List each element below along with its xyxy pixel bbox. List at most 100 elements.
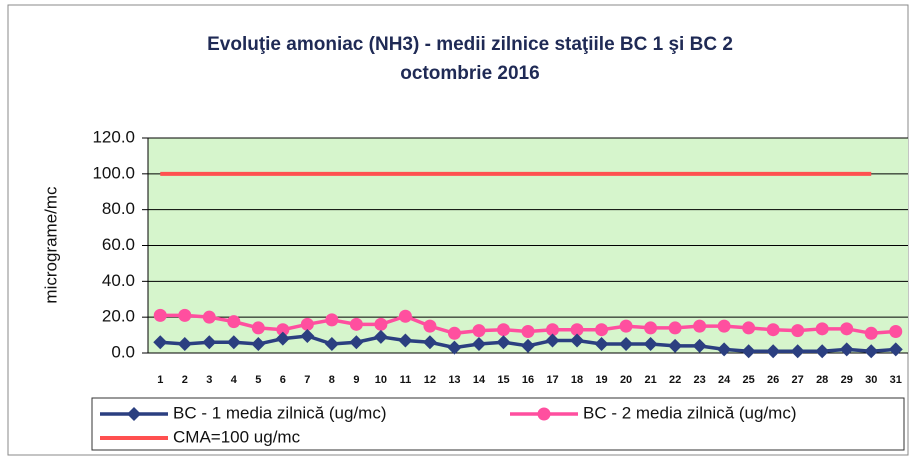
- x-tick-label: 16: [522, 374, 534, 386]
- data-point: [177, 337, 192, 352]
- data-point: [349, 317, 363, 331]
- data-point: [791, 324, 805, 338]
- data-point: [864, 344, 879, 359]
- y-tick-label: 0.0: [111, 342, 135, 361]
- x-tick-label: 4: [231, 374, 238, 386]
- data-point: [692, 338, 707, 353]
- data-point: [790, 344, 805, 359]
- y-tick-label: 20.0: [102, 307, 135, 326]
- legend-label: BC - 1 media zilnică (ug/mc): [173, 403, 387, 422]
- x-tick-label: 13: [448, 374, 460, 386]
- data-point: [178, 308, 192, 322]
- data-point: [227, 315, 241, 329]
- data-point: [717, 342, 732, 357]
- data-point: [300, 317, 314, 331]
- data-point: [595, 323, 609, 337]
- data-point: [864, 326, 878, 340]
- x-tick-label: 21: [644, 374, 656, 386]
- x-tick-label: 28: [816, 374, 828, 386]
- data-point: [447, 340, 462, 355]
- data-point: [521, 338, 535, 353]
- chart-subtitle: octombrie 2016: [400, 63, 539, 84]
- x-tick-label: 11: [400, 374, 412, 386]
- x-tick-label: 27: [792, 374, 804, 386]
- data-point: [668, 321, 682, 335]
- data-point: [251, 321, 265, 335]
- x-tick-label: 22: [669, 374, 681, 386]
- data-point: [766, 323, 780, 337]
- x-tick-label: 31: [890, 374, 902, 386]
- x-tick-label: 10: [375, 374, 387, 386]
- data-point: [423, 319, 437, 333]
- data-point: [349, 335, 364, 350]
- data-point: [619, 337, 634, 352]
- x-tick-label: 25: [743, 374, 755, 386]
- x-tick-label: 12: [424, 374, 436, 386]
- x-tick-label: 26: [767, 374, 779, 386]
- data-point: [668, 338, 683, 353]
- x-tick-label: 1: [157, 374, 163, 386]
- x-tick-label: 23: [693, 374, 705, 386]
- x-tick-label: 7: [304, 374, 310, 386]
- x-tick-label: 15: [497, 374, 509, 386]
- x-tick-label: 30: [865, 374, 877, 386]
- data-point: [398, 309, 412, 323]
- data-point: [643, 337, 658, 352]
- x-tick-label: 5: [255, 374, 261, 386]
- data-point: [594, 337, 609, 352]
- legend-marker: [127, 407, 141, 421]
- data-point: [766, 344, 781, 359]
- data-point: [644, 321, 658, 335]
- data-point: [545, 333, 560, 348]
- chart-title: Evoluţie amoniac (NH3) - medii zilnice s…: [207, 34, 733, 55]
- data-point: [374, 317, 388, 331]
- legend-label: CMA=100 ug/mc: [173, 427, 301, 446]
- x-tick-label: 8: [329, 374, 335, 386]
- data-point: [153, 308, 167, 322]
- data-point: [373, 329, 388, 344]
- data-point: [496, 335, 511, 350]
- legend-label: BC - 2 media zilnică (ug/mc): [583, 403, 797, 422]
- data-point: [226, 335, 241, 350]
- data-point: [202, 335, 217, 350]
- x-tick-label: 3: [206, 374, 212, 386]
- data-point: [202, 310, 216, 324]
- y-tick-label: 80.0: [102, 199, 135, 218]
- data-point: [496, 323, 510, 337]
- x-tick-label: 18: [571, 374, 583, 386]
- data-point: [324, 337, 339, 352]
- y-tick-label: 120.0: [92, 127, 135, 146]
- data-point: [275, 331, 290, 346]
- data-point: [472, 324, 486, 338]
- data-point: [471, 337, 486, 352]
- x-tick-label: 29: [841, 374, 853, 386]
- data-point: [741, 344, 756, 359]
- data-point: [693, 319, 707, 333]
- x-tick-label: 9: [353, 374, 359, 386]
- data-point: [422, 335, 437, 350]
- x-tick-label: 6: [280, 374, 286, 386]
- data-point: [546, 323, 560, 337]
- data-point: [300, 328, 315, 343]
- data-point: [398, 333, 413, 348]
- legend-box: [91, 397, 905, 451]
- data-point: [815, 344, 830, 359]
- y-tick-label: 100.0: [92, 163, 135, 182]
- legend-marker: [537, 407, 551, 421]
- data-point: [521, 325, 535, 338]
- data-point: [717, 319, 731, 333]
- x-tick-label: 19: [595, 374, 607, 386]
- y-tick-label: 40.0: [102, 271, 135, 290]
- y-tick-label: 60.0: [102, 235, 135, 254]
- x-tick-label: 14: [473, 374, 486, 386]
- data-point: [839, 342, 854, 357]
- data-point: [153, 335, 168, 350]
- data-point: [570, 333, 585, 348]
- data-point: [619, 319, 633, 333]
- data-point: [840, 322, 854, 336]
- data-point: [888, 342, 903, 357]
- data-point: [251, 337, 266, 352]
- y-axis-label: micrograme/mc: [41, 186, 60, 304]
- data-point: [889, 325, 903, 338]
